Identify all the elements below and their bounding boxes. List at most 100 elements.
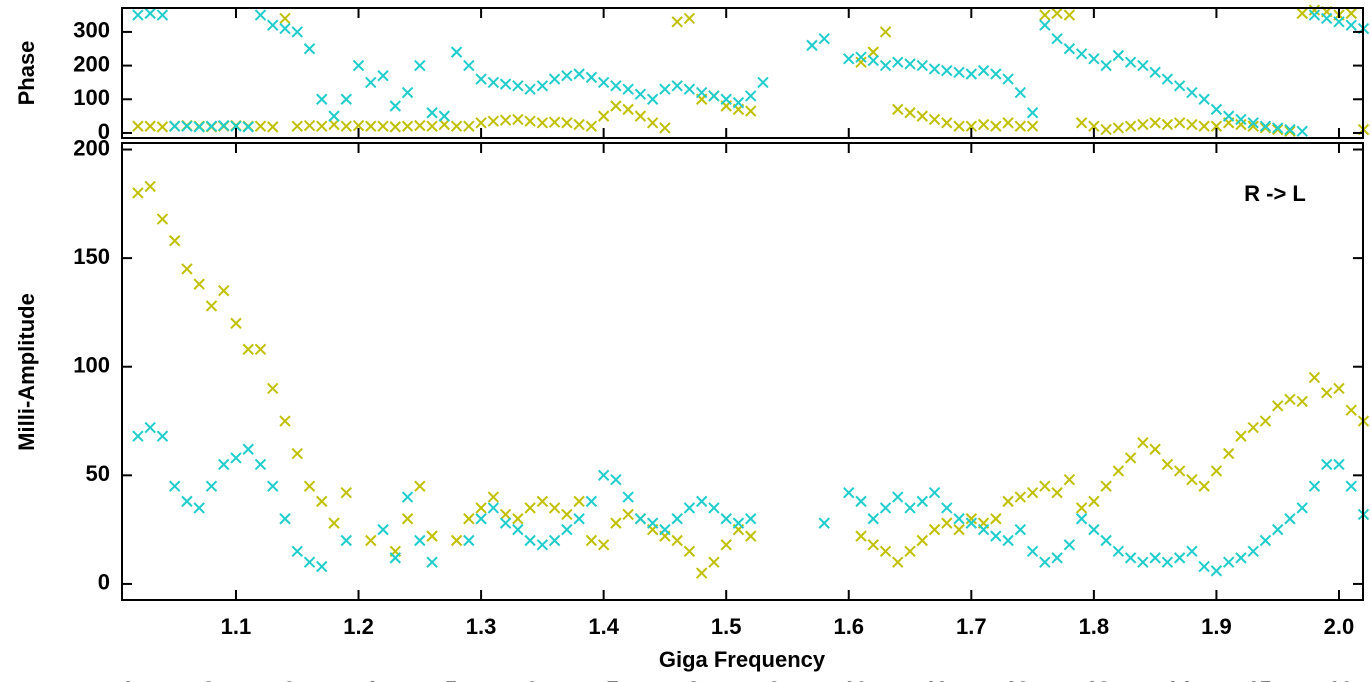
data-point [867, 54, 879, 67]
plot-frame [121, 142, 1364, 601]
data-point [414, 59, 426, 72]
data-point [144, 421, 156, 434]
data-point [303, 480, 316, 492]
data-point [1088, 120, 1100, 132]
data-point [426, 556, 438, 568]
data-point [303, 556, 316, 568]
data-point [512, 80, 524, 92]
x2-tick-label: 2 [202, 677, 214, 682]
x2-tick-label: 12 [1005, 677, 1029, 682]
data-point [1345, 7, 1357, 20]
data-point [1014, 86, 1027, 99]
data-point [524, 502, 536, 514]
data-point [1100, 59, 1112, 72]
data-point [634, 88, 647, 100]
data-point [1186, 473, 1198, 486]
data-point [463, 513, 475, 525]
data-point [1186, 86, 1198, 99]
data-point [279, 22, 291, 35]
data-point [965, 68, 978, 80]
data-point [340, 120, 352, 132]
data-point [1235, 430, 1247, 442]
y-tick-label: 150 [73, 244, 110, 269]
data-point [1039, 556, 1051, 568]
data-point [585, 534, 598, 547]
x2-tick-label: 7 [607, 677, 619, 682]
data-point [328, 517, 340, 529]
data-point [463, 120, 475, 132]
data-point [634, 513, 647, 525]
data-point [757, 76, 769, 89]
data-point [499, 78, 512, 90]
data-point [1198, 480, 1210, 492]
data-point [218, 284, 230, 297]
data-point [1222, 556, 1235, 568]
data-point [597, 469, 610, 482]
data-point [1002, 495, 1014, 508]
data-point [646, 517, 659, 529]
data-point [1149, 66, 1161, 79]
data-point [965, 120, 978, 132]
x-tick-label: 1.9 [1201, 614, 1232, 639]
data-point [242, 443, 254, 455]
data-point [990, 68, 1002, 80]
data-point [720, 513, 732, 525]
data-point [401, 120, 414, 132]
data-point [671, 16, 683, 28]
data-point [512, 513, 524, 525]
data-point [965, 517, 978, 529]
data-point [695, 495, 708, 508]
data-point [524, 115, 536, 127]
data-point [205, 480, 218, 492]
data-point [904, 107, 916, 119]
data-point [279, 513, 291, 525]
x2-tick-label: 15 [1247, 677, 1271, 682]
data-point [548, 534, 561, 547]
data-point [181, 120, 193, 132]
data-point [732, 96, 745, 109]
y-tick-label: 0 [98, 570, 110, 595]
data-point [928, 523, 941, 536]
data-point [1308, 371, 1321, 384]
data-point [144, 180, 156, 193]
data-point [1284, 123, 1296, 136]
data-point [1075, 48, 1088, 60]
data-point [365, 534, 377, 547]
data-point [1259, 415, 1272, 427]
data-point [426, 107, 438, 119]
data-point [1149, 117, 1161, 129]
data-point [548, 502, 561, 514]
data-point [1173, 117, 1186, 129]
data-point [1149, 552, 1161, 564]
data-point [1210, 565, 1223, 577]
data-point [291, 120, 303, 132]
x2-tick-label: 1 [122, 677, 134, 682]
x-tick-label: 1.4 [588, 614, 619, 639]
data-point [352, 119, 365, 132]
data-point [1014, 491, 1027, 503]
data-point [867, 46, 879, 58]
data-point [1296, 395, 1308, 408]
data-point [181, 495, 193, 508]
data-point [1112, 465, 1125, 477]
data-point [1186, 545, 1198, 558]
data-point [1002, 534, 1014, 547]
data-point [1112, 122, 1125, 134]
data-point [916, 495, 928, 508]
data-point [928, 63, 941, 75]
data-point [132, 9, 144, 21]
data-point [291, 545, 303, 558]
data-point [843, 486, 855, 499]
data-point [1210, 120, 1223, 132]
data-point [928, 113, 941, 126]
data-point [892, 491, 904, 503]
data-point [426, 120, 438, 132]
data-point [1149, 443, 1161, 455]
data-point [230, 317, 242, 329]
data-point [218, 119, 230, 132]
data-point [279, 12, 291, 25]
plot-frame [121, 7, 1364, 139]
data-point [132, 430, 144, 442]
data-point [512, 113, 524, 126]
